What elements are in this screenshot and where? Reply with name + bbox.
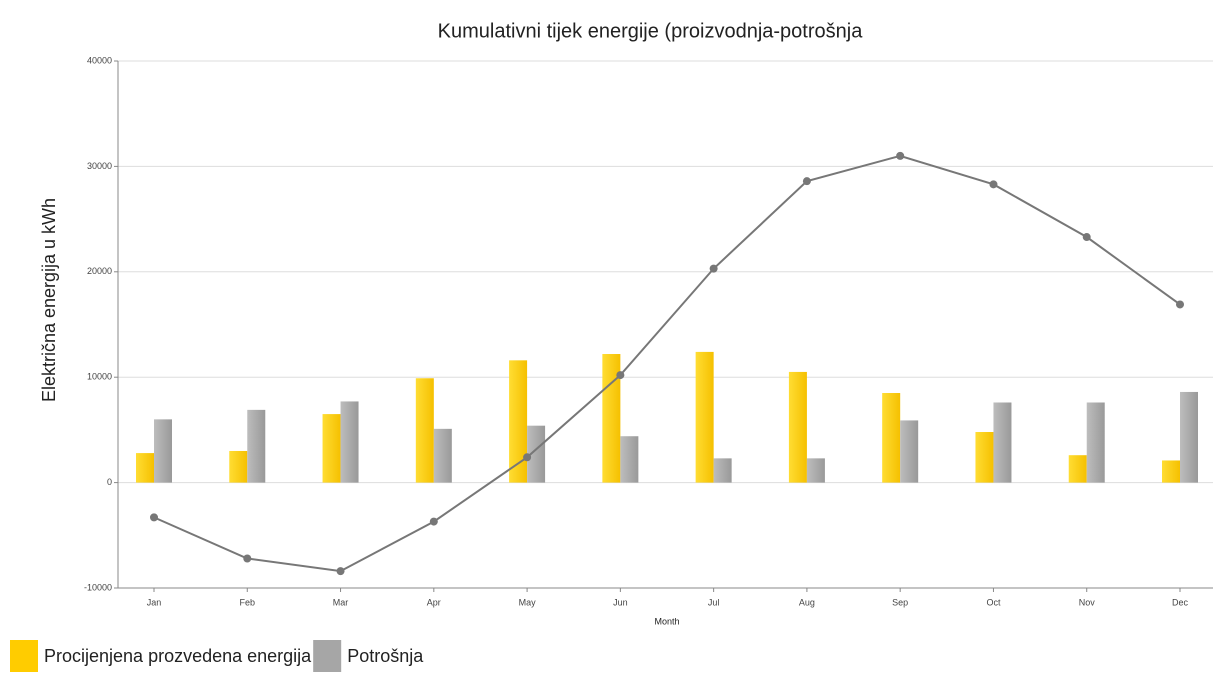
bar [136,453,154,483]
line-point [896,151,905,160]
bar [806,458,825,483]
bar [322,414,341,483]
x-tick-label: Dec [1172,597,1189,607]
x-tick-label: Jan [147,597,162,607]
y-tick-label: 40000 [87,55,112,65]
line-point [429,517,438,526]
line-point [989,180,998,189]
bar [713,458,732,483]
x-tick-label: May [519,597,537,607]
bar [788,371,807,483]
bar [695,351,714,483]
bar [882,393,901,483]
y-tick-label: 0 [107,477,112,487]
bar [340,401,359,483]
x-tick-label: Aug [799,597,815,607]
y-tick-label: -10000 [84,582,112,592]
bar [229,450,248,483]
bar [1180,391,1198,483]
legend-swatch [10,640,38,672]
bar [1068,455,1087,483]
legend-label: Procijenjena prozvedena energija [44,646,312,666]
x-tick-label: Apr [427,597,441,607]
x-tick-label: Sep [892,597,908,607]
x-tick-label: Mar [333,597,349,607]
bar [154,419,172,483]
line-point [243,554,252,563]
bar [975,432,994,483]
bar [247,409,266,483]
legend-swatch [313,640,342,672]
bar [1162,460,1180,483]
bar [509,360,528,483]
bar [620,436,639,483]
line-point [1176,300,1184,309]
line-point [1082,233,1091,242]
x-tick-label: Oct [986,597,1001,607]
bar [415,378,434,483]
x-tick-label: Jun [613,597,628,607]
bar [900,420,919,483]
chart-title: Kumulativni tijek energije (proizvodnja-… [438,20,864,42]
line [153,154,1181,573]
x-tick-label: Nov [1079,597,1096,607]
x-axis-label: Month [654,616,679,626]
bar [433,428,452,483]
y-axis-label: Električna energija u kWh [39,198,59,402]
x-tick-label: Jul [708,597,720,607]
line-point [709,264,718,273]
bar [1086,402,1105,483]
line-point [336,567,345,576]
bar [993,402,1012,483]
legend-label: Potrošnja [347,646,424,666]
line-point [150,513,158,522]
line-point [523,453,532,462]
line-point [802,177,811,186]
y-tick-label: 10000 [87,372,112,382]
bar [527,425,546,483]
x-tick-label: Feb [240,597,256,607]
y-tick-label: 20000 [87,266,112,276]
y-tick-label: 30000 [87,161,112,171]
line-point [616,371,625,380]
